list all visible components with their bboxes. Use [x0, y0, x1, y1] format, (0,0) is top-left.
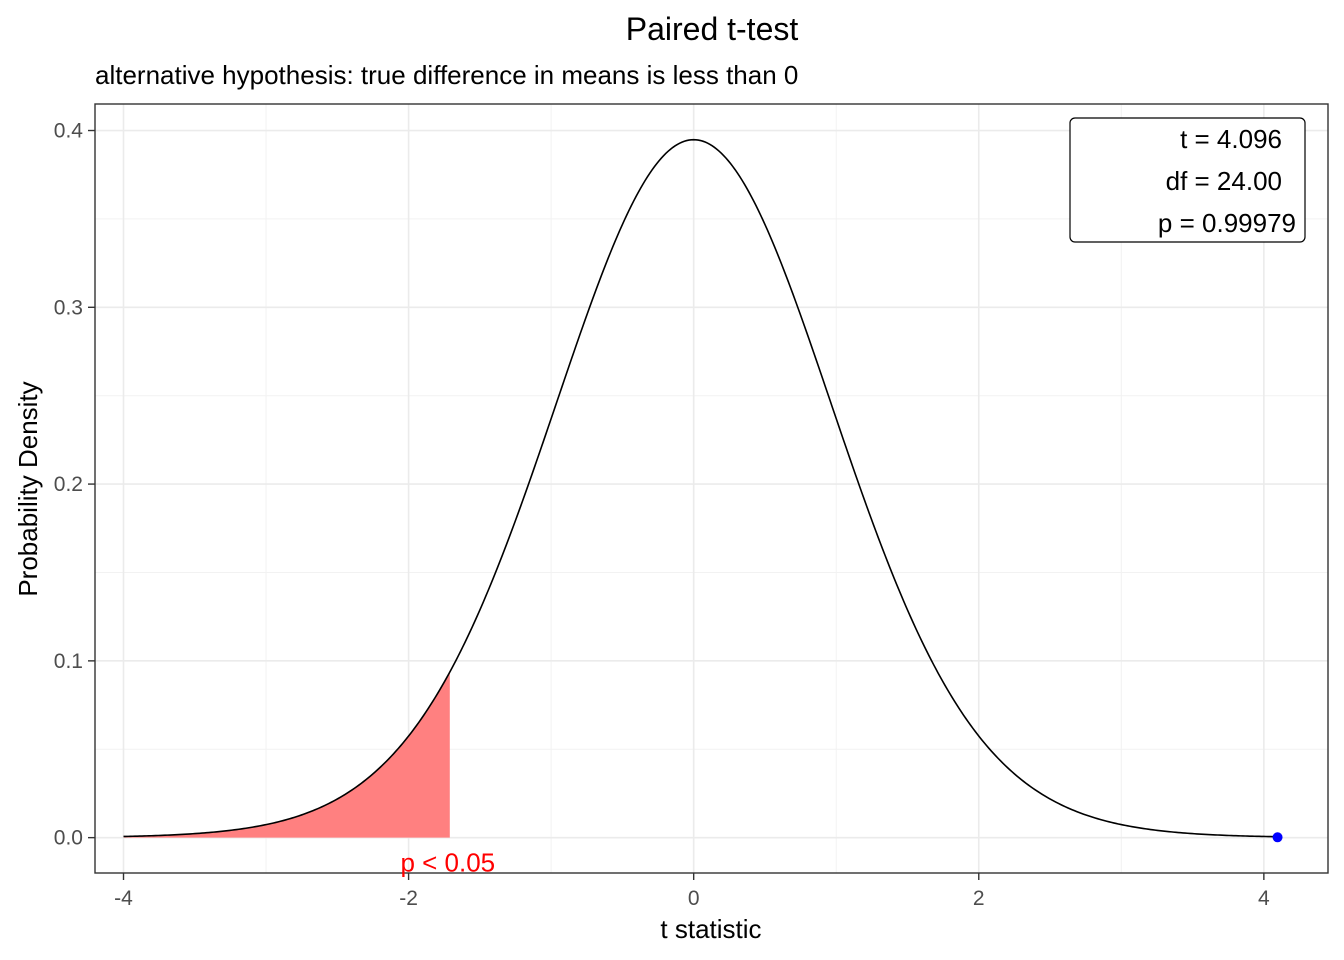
stats-p-value: p = 0.99979: [1158, 208, 1296, 238]
observed-statistic-point: [1272, 832, 1283, 843]
y-tick-label: 0.1: [54, 650, 83, 673]
y-tick-label: 0.2: [54, 473, 83, 496]
y-tick-label: 0.3: [54, 296, 83, 319]
y-axis: 0.0 0.1 0.2 0.3 0.4: [54, 120, 95, 850]
x-tick-label: 0: [688, 887, 700, 910]
x-axis: -4 -2 0 2 4: [114, 873, 1270, 910]
chart-subtitle: alternative hypothesis: true difference …: [95, 60, 798, 90]
plot-panel-border: [94, 103, 1329, 874]
x-tick-label: 4: [1258, 887, 1270, 910]
stats-box: t = 4.096 df = 24.00 p = 0.99979: [1069, 117, 1306, 243]
stats-t-value: t = 4.096: [1180, 124, 1282, 154]
density-curve: [123, 138, 1278, 838]
x-tick-label: 2: [973, 887, 985, 910]
chart-title: Paired t-test: [626, 11, 799, 47]
rejection-region-area: [123, 672, 450, 838]
y-axis-title: Probability Density: [13, 381, 43, 596]
x-tick-label: -4: [114, 887, 133, 910]
x-axis-title: t statistic: [660, 914, 761, 944]
y-tick-label: 0.4: [54, 120, 84, 143]
x-tick-label: -2: [399, 887, 418, 910]
stats-box-frame: [1069, 117, 1306, 243]
stats-df-value: df = 24.00: [1166, 166, 1282, 196]
rejection-region-label: p < 0.05: [400, 848, 495, 878]
y-tick-label: 0.0: [54, 827, 83, 850]
